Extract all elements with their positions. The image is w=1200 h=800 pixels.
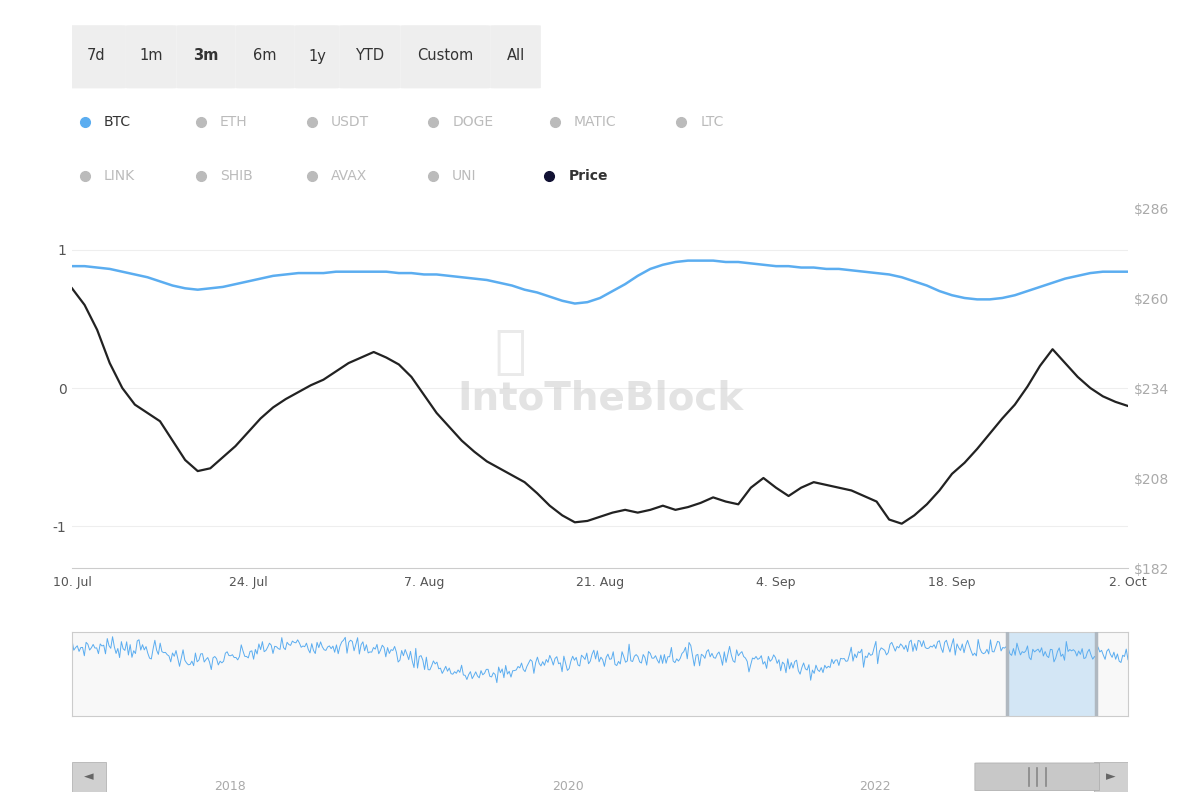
Bar <box>1007 632 1097 716</box>
Text: BTC: BTC <box>103 115 131 130</box>
FancyBboxPatch shape <box>295 26 340 88</box>
Text: LTC: LTC <box>701 115 724 130</box>
Text: LINK: LINK <box>103 169 134 182</box>
Bar <box>72 762 106 792</box>
Text: 1m: 1m <box>139 49 163 63</box>
FancyBboxPatch shape <box>235 26 295 88</box>
Text: 3m: 3m <box>193 49 218 63</box>
Text: ◄: ◄ <box>84 770 94 783</box>
Text: SHIB: SHIB <box>220 169 252 182</box>
Text: All: All <box>506 49 524 63</box>
FancyBboxPatch shape <box>974 763 1099 790</box>
Text: 2022: 2022 <box>859 780 890 794</box>
Text: YTD: YTD <box>355 49 384 63</box>
Text: AVAX: AVAX <box>331 169 367 182</box>
FancyBboxPatch shape <box>340 26 401 88</box>
Text: 6m: 6m <box>253 49 277 63</box>
FancyBboxPatch shape <box>126 26 176 88</box>
Text: USDT: USDT <box>331 115 368 130</box>
Text: ETH: ETH <box>220 115 247 130</box>
FancyBboxPatch shape <box>67 26 126 88</box>
Text: DOGE: DOGE <box>452 115 493 130</box>
Bar <box>1094 762 1128 792</box>
Text: Price: Price <box>569 169 608 182</box>
Text: IntoTheBlock: IntoTheBlock <box>457 380 743 418</box>
Text: ⬧: ⬧ <box>494 326 526 378</box>
FancyBboxPatch shape <box>401 26 490 88</box>
Text: Custom: Custom <box>418 49 474 63</box>
FancyBboxPatch shape <box>490 26 541 88</box>
Text: 2018: 2018 <box>215 780 246 794</box>
Text: 1y: 1y <box>308 49 326 63</box>
Text: ►: ► <box>1106 770 1116 783</box>
Text: 7d: 7d <box>86 49 106 63</box>
Text: 2020: 2020 <box>552 780 584 794</box>
Text: MATIC: MATIC <box>574 115 617 130</box>
Text: UNI: UNI <box>452 169 476 182</box>
FancyBboxPatch shape <box>176 26 235 88</box>
